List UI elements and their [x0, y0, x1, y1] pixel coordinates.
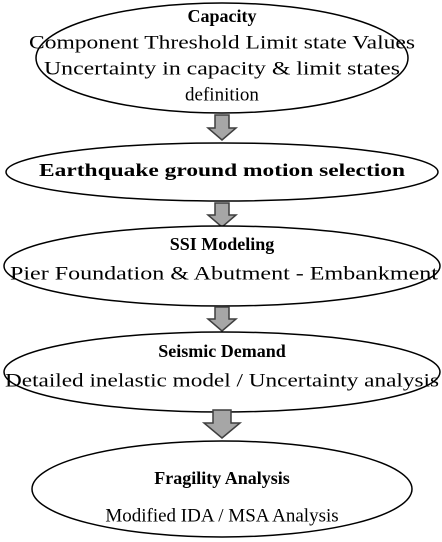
- arrow: [205, 114, 239, 141]
- node-title: Earthquake ground motion selection: [39, 160, 405, 180]
- node-title: Capacity: [188, 6, 257, 26]
- node-title: SSI Modeling: [170, 234, 275, 254]
- arrow: [201, 409, 243, 439]
- node-line: Component Threshold Limit state Values: [29, 32, 415, 53]
- node-line: Pier Foundation & Abutment - Embankment: [10, 263, 439, 284]
- node-line: definition: [185, 84, 259, 105]
- node-ellipse: [31, 440, 413, 538]
- node-ellipse: [35, 2, 409, 114]
- node-line: Modified IDA / MSA Analysis: [105, 505, 338, 526]
- node-title: Fragility Analysis: [154, 468, 290, 488]
- arrow: [205, 202, 239, 228]
- node-ellipse: [5, 142, 439, 202]
- node-ellipse: [3, 225, 441, 307]
- node-line: Uncertainty in capacity & limit states: [44, 58, 400, 79]
- node-line: Detailed inelastic model / Uncertainty a…: [5, 370, 439, 391]
- node-title: Seismic Demand: [158, 341, 286, 361]
- arrow: [205, 306, 239, 332]
